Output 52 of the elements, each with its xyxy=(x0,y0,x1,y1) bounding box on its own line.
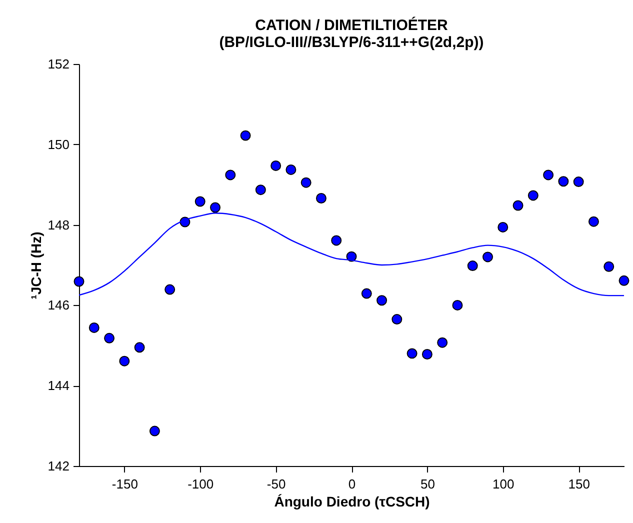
y-tick-label: 150 xyxy=(48,136,70,152)
point xyxy=(573,176,584,188)
point xyxy=(361,288,372,299)
point xyxy=(604,261,614,272)
y-tick-label: 148 xyxy=(48,217,70,232)
point xyxy=(74,276,84,287)
point xyxy=(255,184,266,196)
x-tick-label: 150 xyxy=(568,476,590,492)
point xyxy=(588,216,599,227)
point xyxy=(498,222,508,232)
point xyxy=(392,314,402,325)
y-tick-label: 142 xyxy=(48,458,70,474)
point xyxy=(134,342,145,353)
point xyxy=(88,322,100,333)
point xyxy=(618,275,630,286)
point xyxy=(376,295,388,306)
point xyxy=(270,160,282,171)
point xyxy=(558,176,569,187)
point xyxy=(452,300,463,310)
point xyxy=(331,235,342,246)
x-tick-label: 50 xyxy=(420,476,435,492)
point xyxy=(240,130,251,141)
point xyxy=(119,356,130,366)
point xyxy=(316,193,326,204)
point xyxy=(194,196,206,207)
x-tick-label: -100 xyxy=(188,476,214,492)
x-tick-label: -50 xyxy=(266,476,286,492)
point xyxy=(210,202,220,213)
point xyxy=(164,284,176,295)
point xyxy=(104,332,115,344)
point xyxy=(482,252,493,262)
point xyxy=(528,190,538,201)
point xyxy=(286,164,296,175)
y-tick-label: 146 xyxy=(48,298,70,313)
y-tick-label: 152 xyxy=(48,56,70,72)
point xyxy=(543,170,554,180)
point xyxy=(300,177,312,188)
x-tick-label: 100 xyxy=(492,476,514,492)
y-axis-title: ¹JC-H (Hz) xyxy=(28,232,44,300)
point xyxy=(437,337,448,348)
y-tick-label: 144 xyxy=(48,378,70,394)
point xyxy=(467,260,478,272)
x-axis-title: Ángulo Diedro (τCSCH) xyxy=(274,494,430,510)
text: (BP/IGLO-III//B3LYP/6-311++G(2d,2p)) xyxy=(219,34,484,51)
point xyxy=(422,349,432,360)
x-tick-label: 0 xyxy=(348,476,356,492)
x-tick-label: -150 xyxy=(112,476,138,492)
point xyxy=(225,170,236,180)
text: CATION / DIMETILTIOÉTER xyxy=(255,17,448,34)
point xyxy=(512,200,524,211)
point xyxy=(149,426,160,436)
point xyxy=(406,348,418,359)
